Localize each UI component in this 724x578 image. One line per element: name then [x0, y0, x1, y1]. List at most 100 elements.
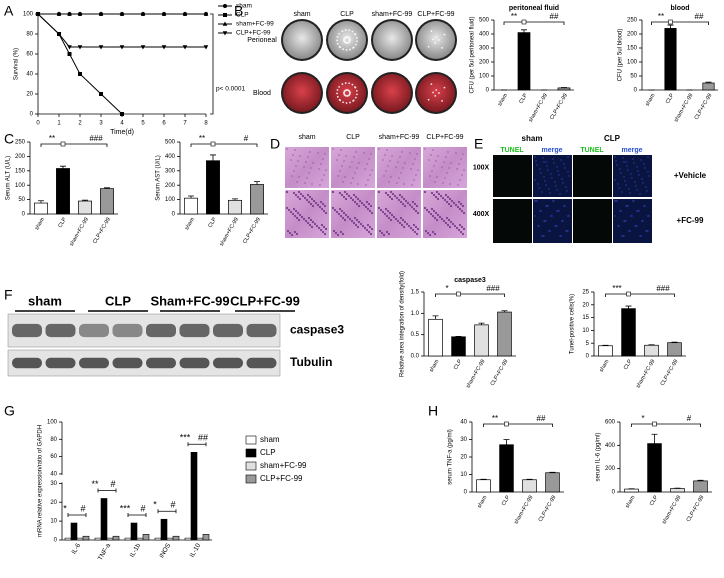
fluor-nucleus: [637, 170, 639, 172]
point: [77, 45, 83, 50]
fluor-nucleus: [543, 220, 545, 222]
nucleus: [345, 192, 349, 196]
error-bar: [549, 471, 556, 473]
histology-column-label: sham: [298, 134, 315, 141]
bar: [94, 537, 102, 541]
nucleus: [389, 218, 393, 222]
sig-label: ***: [120, 503, 131, 513]
fluor-image: [573, 199, 612, 243]
fluor-nucleus: [560, 235, 562, 237]
nucleus: [319, 184, 321, 186]
fluor-nucleus: [566, 190, 568, 192]
legend-marker: [223, 4, 227, 8]
nucleus: [462, 227, 466, 231]
nucleus: [437, 192, 441, 196]
nucleus: [339, 230, 343, 234]
colony: [349, 38, 351, 41]
nucleus: [303, 196, 307, 200]
x-tick-label: sham+FC-99: [69, 217, 90, 248]
nucleus: [309, 151, 311, 153]
fluor-nucleus: [539, 210, 541, 212]
nucleus: [316, 203, 320, 207]
fluor-nucleus: [639, 193, 641, 195]
panel-label: G: [4, 403, 15, 419]
fluor-image: [533, 155, 572, 197]
y-tick-label: 30: [50, 481, 57, 487]
bar: [522, 479, 537, 493]
y-tick-label: 200: [165, 183, 176, 189]
nucleus: [286, 148, 288, 150]
x-tick-label: CLP+FC-99: [242, 217, 262, 245]
fluor-nucleus: [639, 235, 641, 237]
fluor-nucleus: [637, 210, 639, 212]
bar: [497, 311, 512, 357]
nucleus: [309, 218, 313, 222]
nucleus: [454, 203, 458, 207]
fluor-nucleus: [620, 210, 622, 212]
nucleus: [413, 202, 417, 206]
fluor-nucleus: [636, 189, 638, 191]
colony: [352, 99, 355, 102]
x-tick-label: IL-6: [71, 542, 83, 556]
y-tick-label: 15: [582, 315, 589, 321]
sig-label: **: [492, 414, 498, 423]
y-tick-label: 10: [50, 519, 57, 525]
fluor-nucleus: [634, 225, 636, 227]
bar: [142, 534, 150, 541]
nucleus: [358, 199, 362, 203]
nucleus: [450, 162, 452, 164]
x-tick-label: sham: [184, 216, 196, 231]
fluor-nucleus: [646, 230, 648, 232]
y-tick-label: 600: [605, 420, 616, 426]
nucleus: [353, 156, 355, 158]
nucleus: [406, 201, 410, 205]
blot-band: [179, 323, 210, 338]
fluor-nucleus: [545, 205, 547, 207]
plate-column-label: CLP: [340, 11, 354, 18]
plate-agar: [373, 21, 411, 59]
y-tick-label: 100: [47, 420, 58, 426]
y-tick-label: 40: [460, 420, 467, 426]
bar: [184, 197, 198, 215]
sig-label: #: [244, 134, 249, 143]
nucleus: [453, 224, 457, 228]
legend-marker: [222, 31, 228, 36]
bar: [136, 537, 144, 541]
fluor-nucleus: [541, 191, 543, 193]
nucleus: [363, 152, 365, 154]
fluor-nucleus: [567, 156, 569, 158]
nucleus: [353, 200, 357, 204]
nucleus: [403, 183, 405, 185]
x-tick-label: sham: [599, 358, 611, 373]
error-bar: [602, 344, 609, 346]
x-tick-label: CLP+FC-99: [686, 495, 706, 523]
nucleus: [322, 225, 326, 229]
nucleus: [297, 190, 301, 194]
fluor-nucleus: [560, 159, 562, 161]
nucleus: [308, 172, 310, 174]
nucleus: [367, 179, 369, 181]
bar: [100, 188, 114, 215]
nucleus: [343, 218, 347, 222]
fluor-nucleus: [546, 165, 548, 167]
nucleus: [381, 210, 385, 214]
bar: [557, 87, 571, 91]
nucleus: [404, 162, 406, 164]
y-tick-label: 20: [26, 92, 33, 98]
nucleus: [339, 214, 343, 218]
nucleus: [352, 221, 356, 225]
x-tick-label: CLP: [649, 494, 660, 507]
nucleus: [338, 191, 342, 195]
fluor-nucleus: [564, 167, 566, 169]
sig-label: *: [445, 284, 448, 293]
colony: [435, 89, 438, 91]
point: [119, 11, 125, 16]
nucleus: [431, 170, 433, 172]
nucleus: [311, 204, 315, 208]
colony: [336, 95, 339, 98]
fluor-nucleus: [563, 163, 565, 165]
legend-label: sham: [260, 435, 280, 444]
fluor-nucleus: [623, 161, 625, 163]
nucleus: [388, 181, 390, 183]
